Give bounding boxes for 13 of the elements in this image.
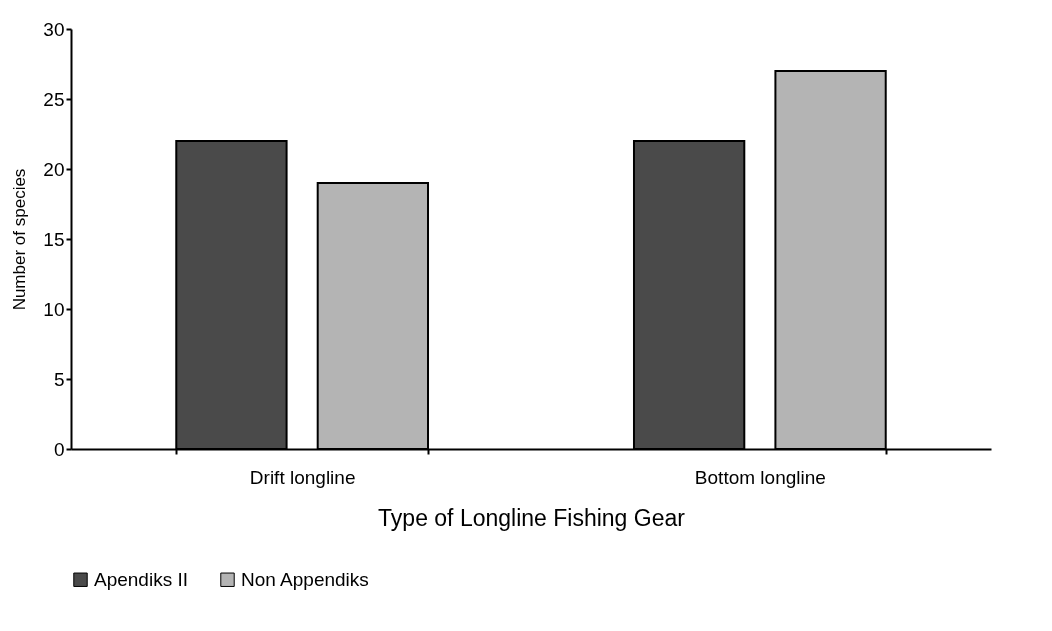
x-axis-title: Type of Longline Fishing Gear	[378, 504, 686, 531]
x-tick-label: Drift longline	[249, 466, 356, 488]
y-tick-label: 25	[43, 88, 65, 110]
x-tick-label: Bottom longline	[694, 466, 826, 488]
y-tick-label: 15	[43, 228, 65, 250]
y-tick-label: 20	[43, 158, 65, 180]
legend-label: Non Appendiks	[241, 568, 369, 590]
legend-label: Apendiks II	[94, 568, 188, 590]
y-axis-title: Number of species	[10, 168, 30, 311]
y-tick-label: 5	[53, 368, 65, 390]
y-tick-label: 10	[43, 298, 65, 320]
y-tick-label: 0	[53, 438, 65, 460]
y-tick-label: 30	[43, 18, 65, 40]
